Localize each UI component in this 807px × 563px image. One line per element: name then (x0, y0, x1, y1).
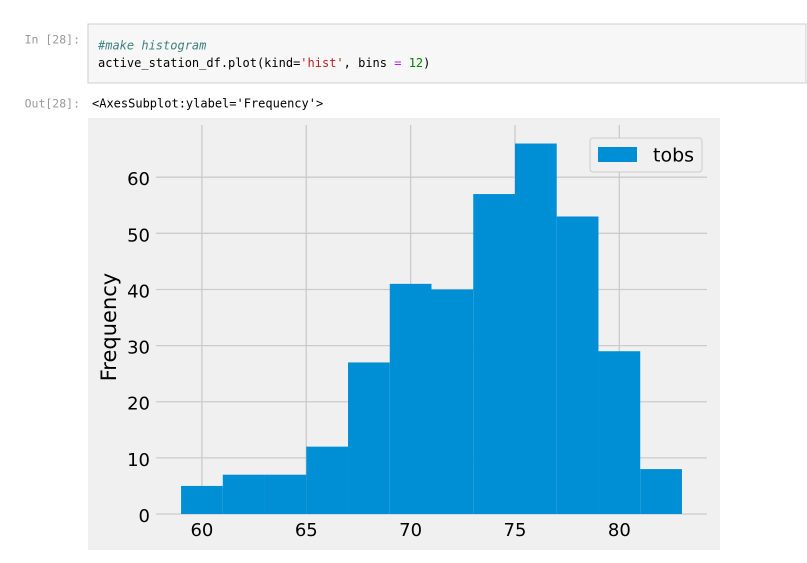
bar (181, 485, 223, 514)
bar (389, 283, 432, 514)
code-token: 12 (409, 56, 423, 70)
code-cell[interactable] (87, 23, 807, 84)
x-tick-label: 70 (399, 520, 422, 541)
y-tick-label: 0 (139, 506, 150, 527)
input-prompt: In [28]: (25, 33, 80, 47)
bar (306, 446, 349, 514)
bar (222, 474, 265, 514)
legend-label: tobs (653, 145, 694, 167)
code-token: ) (423, 56, 430, 70)
x-tick-label: 65 (295, 520, 318, 541)
bar (640, 469, 682, 514)
bar (473, 194, 515, 515)
code-token: = (394, 56, 401, 70)
x-tick-label: 80 (608, 520, 631, 541)
output-text: <AxesSubplot:ylabel='Frequency'> (92, 97, 323, 111)
y-tick-label: 20 (127, 394, 150, 415)
code-token: active_station_df.plot(kind= (98, 56, 300, 70)
legend-box (589, 137, 703, 173)
y-tick-label: 40 (127, 281, 150, 302)
bar (431, 289, 474, 514)
x-tick-label: 60 (190, 520, 213, 541)
y-tick-label: 10 (127, 450, 150, 471)
y-axis-label: Frequency (97, 273, 121, 382)
y-tick-label: 50 (127, 225, 150, 246)
x-tick-label: 75 (504, 520, 527, 541)
legend-swatch (598, 147, 637, 162)
bar (598, 351, 641, 514)
bar (556, 216, 599, 514)
code-line: active_station_df.plot(kind='hist', bins… (98, 56, 430, 70)
bar (514, 143, 557, 514)
code-token (401, 56, 408, 70)
code-token: 'hist' (300, 56, 343, 70)
output-prompt: Out[28]: (25, 97, 80, 111)
y-tick-label: 30 (127, 338, 150, 359)
code-token: , bins (344, 56, 395, 70)
code-comment: #make histogram (97, 39, 206, 53)
y-tick-label: 60 (127, 169, 150, 190)
bar (348, 362, 390, 514)
bar (264, 474, 307, 514)
